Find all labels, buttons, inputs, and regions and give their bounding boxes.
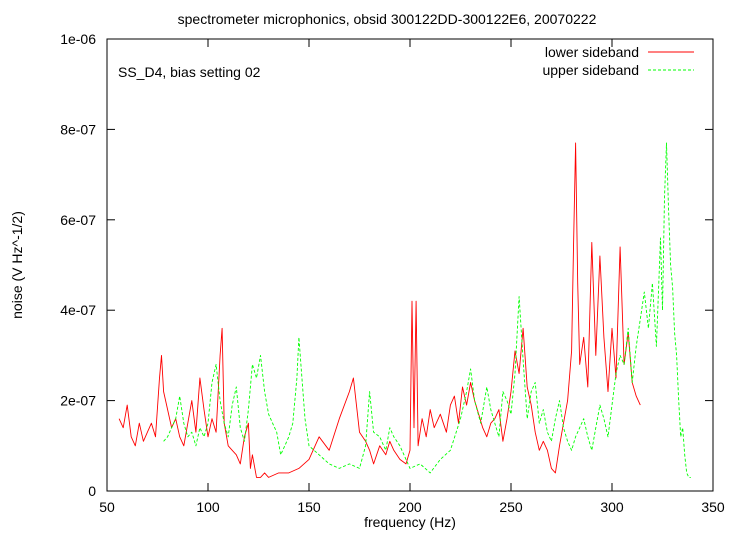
x-axis-label: frequency (Hz) (364, 514, 456, 530)
y-tick-label: 4e-07 (60, 302, 96, 318)
y-tick-label: 1e-06 (60, 31, 96, 47)
annotation-label: SS_D4, bias setting 02 (118, 64, 261, 80)
y-tick-label: 2e-07 (60, 393, 96, 409)
legend-label: lower sideband (545, 44, 639, 60)
y-tick-label: 0 (88, 483, 96, 499)
x-tick-label: 350 (701, 499, 725, 515)
x-tick-label: 50 (99, 499, 115, 515)
chart-title: spectrometer microphonics, obsid 300122D… (178, 11, 597, 27)
legend: lower sideband upper sideband (542, 44, 694, 78)
axes-layer: 50 100 150 200 250 300 350 0 2e-07 4e-07 6e-07 8e-0… (60, 31, 725, 515)
x-tick-label: 150 (297, 499, 321, 515)
y-tick-label: 8e-07 (60, 121, 96, 137)
x-tick-label: 200 (398, 499, 422, 515)
series-line-upper-sideband (163, 142, 691, 478)
series-layer (118, 142, 691, 478)
x-tick-label: 300 (600, 499, 624, 515)
series-line-lower-sideband (118, 142, 641, 478)
y-axis-label: noise (V Hz^-1/2) (9, 211, 25, 319)
legend-label: upper sideband (542, 62, 639, 78)
x-tick-label: 100 (196, 499, 220, 515)
y-tick-label: 6e-07 (60, 212, 96, 228)
x-tick-label: 250 (499, 499, 523, 515)
